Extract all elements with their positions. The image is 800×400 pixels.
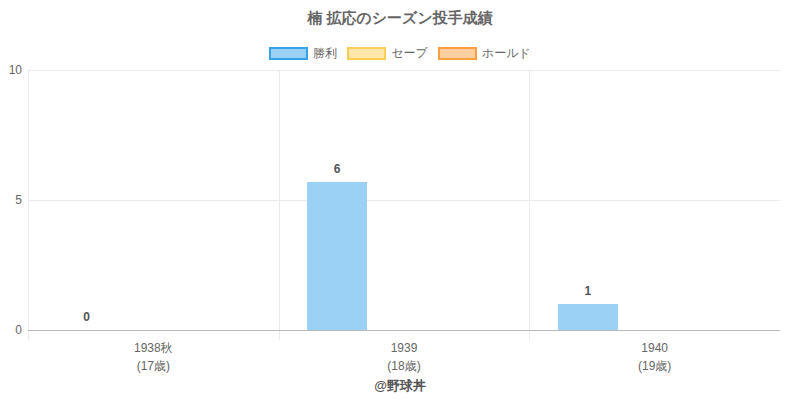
gridline: [28, 200, 780, 201]
y-axis-line: [28, 70, 29, 330]
chart-title: 楠 拡応のシーズン投手成績: [0, 9, 800, 28]
bar-value-label: 1: [568, 284, 608, 298]
x-axis-tick: [529, 331, 530, 340]
bar-value-label: 0: [67, 310, 107, 324]
x-tick-label: 1939(18歳): [324, 339, 484, 375]
x-axis-tick: [279, 331, 280, 340]
legend-label: 勝利: [313, 45, 337, 62]
credit-text: @野球丼: [0, 377, 800, 395]
x-tick-line: (17歳): [73, 357, 233, 375]
bar-勝利-2: [307, 182, 367, 330]
x-axis-line: [28, 330, 780, 331]
x-tick-line: 1939: [324, 339, 484, 357]
chart-legend: 勝利 セーブ ホールド: [0, 45, 800, 62]
x-tick-label: 1938秋(17歳): [73, 339, 233, 375]
legend-swatch-icon: [269, 47, 308, 60]
x-tick-label: 1940(19歳): [575, 339, 735, 375]
legend-swatch-icon: [438, 47, 477, 60]
bar-value-label: 6: [317, 162, 357, 176]
chart-page: 楠 拡応のシーズン投手成績 勝利セーブホールド 05101938秋(17歳)19…: [0, 0, 800, 400]
legend-label: セーブ: [391, 45, 428, 62]
legend-item-1[interactable]: 勝利: [269, 45, 337, 62]
bar-勝利-3: [558, 304, 618, 330]
gridline: [279, 70, 280, 330]
legend-swatch-icon: [347, 47, 386, 60]
legend-item-3[interactable]: ホールド: [438, 45, 531, 62]
x-tick-line: 1940: [575, 339, 735, 357]
legend-item-2[interactable]: セーブ: [347, 45, 428, 62]
x-tick-line: (18歳): [324, 357, 484, 375]
x-tick-line: (19歳): [575, 357, 735, 375]
x-axis-tick: [28, 331, 29, 340]
legend-label: ホールド: [482, 45, 531, 62]
y-tick-label: 0: [0, 323, 22, 337]
y-tick-label: 10: [0, 63, 22, 77]
x-tick-line: 1938秋: [73, 339, 233, 357]
gridline: [28, 70, 780, 71]
gridline: [529, 70, 530, 330]
y-tick-label: 5: [0, 193, 22, 207]
